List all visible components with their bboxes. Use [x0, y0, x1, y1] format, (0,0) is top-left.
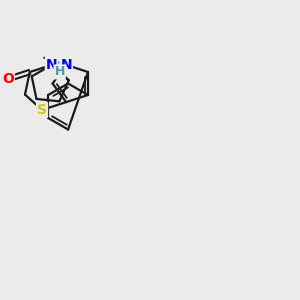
- Text: O: O: [2, 72, 14, 86]
- Text: N: N: [46, 58, 57, 72]
- Text: H: H: [54, 65, 65, 78]
- Text: N: N: [60, 58, 72, 72]
- Text: S: S: [37, 103, 47, 117]
